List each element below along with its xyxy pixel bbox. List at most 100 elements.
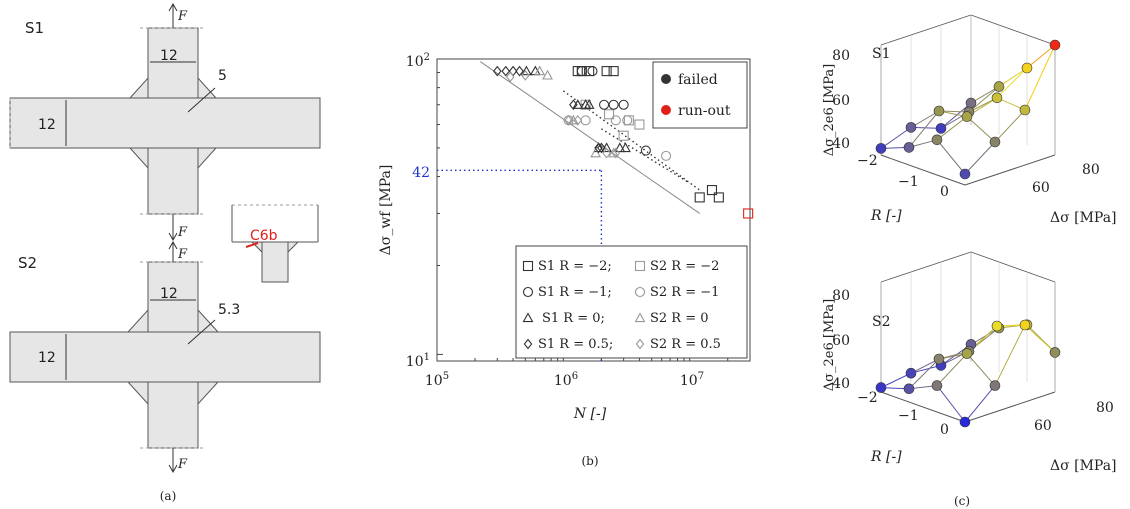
surface-point (933, 105, 945, 117)
mesh-line (968, 86, 1000, 113)
surface-point (905, 122, 917, 133)
surface-point (991, 320, 1003, 332)
data-point (576, 66, 587, 77)
data-point (602, 147, 611, 159)
legend-marker-s2-triangle (634, 312, 646, 323)
surface-point (875, 143, 887, 154)
sub-label-s2: S2 (872, 314, 891, 330)
plot-frame-b (436, 58, 751, 362)
data-point (593, 142, 605, 153)
surface-point (933, 353, 945, 365)
data-point (590, 147, 602, 158)
box-edge (964, 391, 1056, 423)
data-point (599, 99, 610, 110)
mesh-line (880, 126, 912, 149)
data-point (601, 66, 612, 77)
legend-failed-marker (661, 74, 671, 84)
data-point (706, 185, 718, 196)
caption-b: (b) (581, 454, 598, 468)
surface-point (959, 416, 971, 428)
data-point (573, 114, 583, 126)
data-point (521, 70, 530, 81)
data-point (694, 192, 705, 203)
data-point (634, 119, 645, 130)
fit-line-1 (562, 90, 701, 191)
legend-s1-r-1: S1 R = −1; (538, 285, 612, 300)
data-point (608, 99, 619, 110)
mesh-line (936, 139, 966, 175)
panel-a: S1 F F 12 12 5 C6b (9, 2, 321, 503)
surface-point (961, 111, 973, 122)
mesh-line (936, 385, 966, 423)
surface-point (961, 348, 973, 359)
box-edge (880, 14, 972, 46)
data-point (505, 71, 515, 83)
y-axis-label-b: Δσ_wf [MPa] (378, 165, 394, 256)
mesh-line (880, 372, 912, 389)
mesh-line (966, 353, 996, 386)
z-tick-80-s1: 80 (832, 48, 850, 64)
box-edge (964, 154, 1056, 186)
surface-plot-s1 (875, 14, 1061, 186)
legend-s2-r05: S2 R = 0.5 (650, 337, 721, 352)
legend-status-box (652, 61, 748, 129)
mesh-line (908, 358, 940, 390)
mesh-line (964, 141, 996, 175)
mesh-line (1026, 44, 1056, 69)
surface-point (991, 92, 1003, 104)
force-label-s2-bottom: F (177, 457, 188, 472)
data-point (569, 99, 578, 111)
inset-label-c6b: C6b (250, 228, 278, 244)
data-point (608, 147, 620, 158)
data-point (622, 115, 633, 126)
mesh-line (910, 110, 940, 128)
data-point (583, 99, 595, 109)
dim-attachment-s1: 12 (160, 48, 178, 64)
mesh-line (998, 67, 1028, 88)
legend-marker-s1-circle (522, 286, 534, 298)
data-point (587, 66, 598, 77)
r-tick-m2-s1: −2 (857, 153, 878, 169)
ds-tick-60-s1: 60 (1032, 180, 1050, 196)
dim-weld-s2: 5.3 (218, 302, 240, 318)
legend-failed-label: failed (678, 72, 718, 88)
caption-c: (c) (954, 494, 970, 508)
data-point (572, 99, 584, 109)
box-edge (880, 391, 966, 423)
z-axis-label-s1: Δσ_2e6 [MPa] (822, 64, 837, 157)
mesh-line (936, 116, 968, 141)
legend-s2-r-2: S2 R = −2 (650, 259, 719, 274)
force-label-s1-top: F (177, 9, 188, 24)
legend-s1-r-2: S1 R = −2; (538, 259, 612, 274)
x-tick-label-1e6: 106 (554, 371, 578, 389)
dim-plate-s2: 12 (38, 350, 56, 366)
legend-marker-s2-diamond (635, 338, 645, 350)
z-tick-60-s2: 60 (832, 333, 850, 349)
mesh-line (936, 353, 968, 386)
r-axis-label-s2: R [-] (870, 449, 902, 465)
fit-line-0 (479, 61, 701, 214)
box-edge (970, 251, 1056, 283)
data-point (567, 114, 579, 125)
x-tick-label-1e7: 107 (680, 371, 704, 389)
data-point (611, 147, 621, 159)
x-axis-label-b: N [-] (573, 406, 607, 422)
mesh-line (1024, 44, 1056, 111)
r-tick-m2-s2: −2 (857, 390, 878, 406)
caption-a: (a) (160, 489, 177, 503)
data-point (594, 142, 603, 154)
mesh-line (970, 86, 1000, 104)
data-point (501, 65, 511, 77)
data-points-b (492, 65, 754, 219)
surface-point (993, 81, 1005, 92)
mesh-line (994, 324, 1026, 386)
surface-point (1021, 62, 1033, 74)
data-point (614, 142, 626, 153)
surface-point (989, 380, 1001, 391)
r-tick-m1-s1: −1 (898, 174, 919, 190)
data-point (743, 208, 754, 219)
surface-point (905, 367, 917, 379)
surface-point (931, 134, 943, 146)
surface-point (875, 382, 887, 393)
data-point (584, 66, 595, 77)
